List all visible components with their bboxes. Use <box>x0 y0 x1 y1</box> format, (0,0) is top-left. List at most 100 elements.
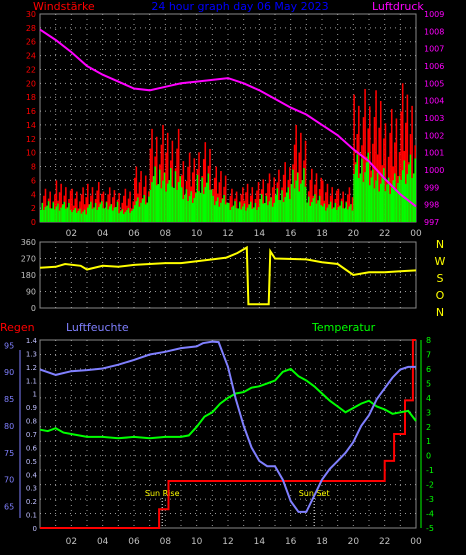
wind-avg-bar <box>331 208 333 222</box>
wind-avg-bar <box>345 202 348 222</box>
wind-avg-bar <box>292 169 294 222</box>
wind-gust-bar <box>87 183 89 222</box>
temperature-tick-label: 1 <box>426 437 431 446</box>
wind-avg-bar <box>80 213 83 222</box>
wind-avg-bar <box>57 203 59 222</box>
wind-avg-bar <box>87 207 89 222</box>
direction-tick-label: 0 <box>31 304 36 313</box>
wind-avg-bar <box>49 208 51 222</box>
wind-x-tick-labels: 02 04 06 08 10 12 14 16 18 20 22 00 <box>66 229 422 239</box>
wind-avg-bar <box>325 210 327 222</box>
sun-annotation-label: Sun Set <box>299 489 330 498</box>
wind-gust-bar <box>342 191 344 222</box>
wind-gust-bar <box>102 191 105 222</box>
wind-avg-bar <box>367 152 369 222</box>
wind-avg-bar <box>414 158 416 222</box>
wind-gust-bar <box>65 187 67 222</box>
wind-gust-bar <box>134 177 136 222</box>
wind-avg-bar <box>397 183 399 222</box>
wind-avg-bar <box>398 176 401 222</box>
graph-title: 24 hour graph day 06 May 2023 <box>151 0 328 13</box>
wind-avg-bar <box>96 209 98 222</box>
wind-gust-bar <box>282 174 285 222</box>
wind-avg-bar <box>248 204 250 222</box>
wind-gust-bar <box>187 166 189 222</box>
x-tick-label: 16 <box>285 537 297 547</box>
rain-tick-label: 0.8 <box>26 418 37 426</box>
wind-gust-bar <box>268 173 271 222</box>
wind-avg-bar <box>162 180 164 222</box>
wind-gust-bar <box>235 191 238 222</box>
wind-avg-bar <box>340 201 343 222</box>
wind-avg-bar <box>394 173 396 222</box>
wind-avg-bar <box>268 201 271 222</box>
wind-gust-bar <box>311 168 313 222</box>
wind-gust-bar <box>309 180 312 222</box>
wind-gust-bar <box>240 194 243 222</box>
wind-avg-bar <box>221 198 224 222</box>
wind-gust-bar <box>267 183 269 222</box>
wind-tick-label: 30 <box>26 10 36 19</box>
wind-gust-bar <box>246 183 249 222</box>
wind-tick-label: 18 <box>26 93 36 102</box>
x-tick-label: 08 <box>160 537 172 547</box>
wind-avg-bar <box>301 180 304 222</box>
wind-gust-bar <box>60 183 62 222</box>
wind-avg-bar <box>311 202 313 222</box>
wind-gust-bar <box>108 187 111 222</box>
wind-gust-bar <box>107 194 109 222</box>
wind-avg-bar <box>347 209 349 222</box>
wind-avg-bar <box>390 187 393 222</box>
wind-avg-bar <box>90 201 92 222</box>
direction-tick-label: 360 <box>21 238 36 247</box>
humidity-line <box>39 340 416 513</box>
wind-avg-bar <box>245 210 247 222</box>
wind-avg-bar <box>196 174 199 222</box>
wind-avg-bar <box>123 213 125 222</box>
wind-gust-bar <box>162 124 164 222</box>
wind-avg-bar <box>93 207 95 222</box>
wind-avg-bar <box>65 208 67 222</box>
wind-avg-bar <box>392 180 395 222</box>
wind-avg-bar <box>328 204 330 222</box>
pressure-tick-label: 1001 <box>424 149 444 158</box>
wind-gust-bar <box>49 191 51 222</box>
wind-avg-bar <box>256 209 258 222</box>
x-tick-label: 12 <box>222 229 233 239</box>
wind-gust-bar <box>76 191 78 222</box>
wind-avg-bar <box>195 193 197 222</box>
wind-avg-bar <box>154 166 156 222</box>
wind-avg-bar <box>403 160 406 222</box>
wind-gust-bar <box>113 190 116 222</box>
wind-avg-bar <box>290 184 293 222</box>
wind-avg-bar <box>322 206 324 222</box>
wind-avg-bar <box>270 197 272 222</box>
wind-avg-bar <box>317 200 319 222</box>
wind-gust-bar <box>373 117 376 222</box>
wind-avg-bar <box>115 207 117 222</box>
rain-tick-label: 1.3 <box>26 350 37 358</box>
x-tick-label: 06 <box>128 537 140 547</box>
temperature-tick-label: -3 <box>426 495 434 504</box>
wind-avg-bar <box>166 183 169 222</box>
wind-avg-bar <box>373 188 376 222</box>
pressure-tick-label: 1008 <box>424 27 444 36</box>
wind-avg-bar <box>267 205 269 222</box>
wind-avg-bar <box>141 198 144 222</box>
wind-avg-bar <box>275 195 277 222</box>
wind-avg-bar <box>379 183 382 222</box>
humidity-tick-label: 75 <box>4 449 14 458</box>
wind-gust-bar <box>390 108 393 222</box>
compass-label: N <box>436 306 444 319</box>
humidity-tick-label: 85 <box>4 395 14 404</box>
wind-tick-label: 10 <box>26 149 36 158</box>
x-tick-label: 06 <box>128 229 140 239</box>
wind-avg-bar <box>343 208 346 222</box>
wind-gust-bar <box>315 173 318 222</box>
wind-gust-bar <box>411 105 413 222</box>
wind-avg-bar <box>306 202 308 222</box>
wind-gust-bar <box>182 161 185 222</box>
humidity-tick-label: 90 <box>4 368 14 377</box>
wind-avg-bar <box>127 208 130 222</box>
wind-gust-bar <box>112 197 114 222</box>
